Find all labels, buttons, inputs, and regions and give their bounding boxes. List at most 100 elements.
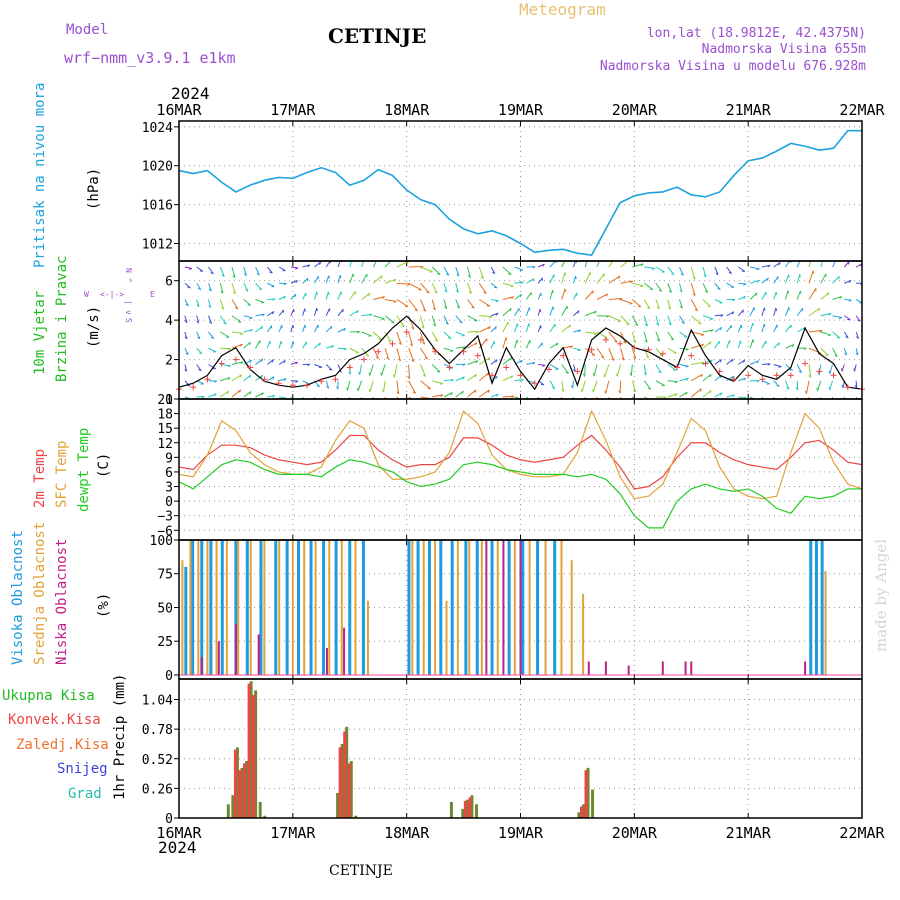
y-tick-label: −3: [157, 510, 173, 525]
wind-arrow: [420, 380, 431, 390]
precip-legend-snow: Snijeg: [57, 761, 108, 777]
precip-convective-bar: [463, 800, 467, 818]
x-tick-label-bottom: 20MAR: [612, 824, 658, 842]
wind-arrow: [525, 339, 531, 349]
wind-arrow-head: [848, 279, 852, 283]
wind-arrow-head: [304, 324, 306, 328]
x-tick-label-top: 16MAR: [156, 101, 202, 119]
wind-arrow-head: [775, 291, 778, 295]
cloud-mid-bar: [434, 540, 437, 675]
wind-arrow: [620, 299, 633, 305]
wind-arrow-head: [450, 350, 454, 352]
wind-arrow: [796, 261, 801, 268]
x-tick-label-bottom: 16MAR: [156, 824, 202, 842]
wind-arrow-head: [594, 310, 597, 314]
wind-arrow: [325, 275, 330, 284]
wind-arrow-head: [249, 359, 253, 363]
wind-arrow-head: [561, 389, 565, 393]
wind-arrow-head: [657, 338, 661, 342]
wind-arrow-head: [698, 322, 702, 325]
cloud-low-bar: [325, 647, 328, 675]
wind-arrow: [420, 266, 433, 273]
wind-arrow-head: [249, 317, 253, 320]
wind-arrow-head: [629, 372, 632, 376]
cloud-low-bar: [257, 634, 260, 675]
wind-arrow-head: [295, 280, 298, 284]
cloud-mid-bar: [249, 540, 252, 675]
wind-arrow-head: [516, 323, 519, 327]
wind-arrow-head: [668, 290, 672, 293]
compass-w: W: [84, 290, 89, 299]
precip-total-bar: [577, 812, 581, 818]
wind-arrow: [632, 396, 635, 399]
wind-arrow: [726, 324, 732, 333]
wind-arrow: [584, 364, 586, 377]
wind-arrow: [702, 266, 707, 278]
x-tick-label-bottom: 17MAR: [270, 824, 316, 842]
wind-arrow-head: [382, 296, 385, 300]
wind-arrow-head: [828, 370, 831, 374]
wind-arrow-head: [818, 307, 821, 312]
cloud-high-bar: [521, 540, 525, 675]
wind-arrow: [337, 275, 341, 284]
wind-arrow: [749, 292, 758, 300]
wind-arrow-head: [520, 378, 524, 382]
model-elevation-text: Nadmorska Visina u modelu 676.928m: [600, 59, 866, 74]
wind-arrow: [714, 359, 722, 365]
wind-arrow: [208, 331, 215, 339]
wind-arrow: [467, 389, 477, 398]
wind-arrow: [702, 390, 712, 398]
wind-arrow: [655, 299, 660, 310]
wind-arrow-head: [335, 402, 336, 405]
wind-arrow: [337, 364, 342, 373]
wind-arrow-head: [528, 323, 530, 327]
wind-arrow: [773, 324, 778, 333]
cloud-high-bar: [361, 540, 365, 675]
wind-arrow: [467, 283, 473, 294]
wind-arrow-head: [743, 296, 746, 300]
cloud-mid-bar: [206, 540, 209, 675]
wind-arrow: [231, 299, 239, 310]
wind-arrow: [667, 266, 675, 276]
wind-arrow: [679, 315, 685, 324]
wind-arrow-head: [455, 289, 459, 293]
wind-arrow: [667, 380, 678, 383]
wind-arrow: [784, 380, 790, 390]
wind-arrow: [631, 380, 636, 392]
wind-arrow-head: [743, 377, 747, 381]
wind-arrow: [585, 310, 597, 317]
wind-arrow-head: [292, 324, 294, 329]
wind-arrow-head: [386, 356, 389, 360]
wind-arrow: [584, 347, 596, 356]
x-tick-label-top: 19MAR: [498, 101, 544, 119]
wind-arrow-head: [633, 356, 637, 360]
cloud-high-bar: [209, 540, 213, 675]
pressure-unit: (hPa): [86, 168, 102, 210]
wind-arrow: [538, 364, 546, 366]
wind-arrow-head: [681, 321, 685, 324]
precip-total-bar: [235, 747, 239, 818]
wind-arrow-head: [411, 326, 415, 330]
cloud-high-bar: [407, 540, 411, 675]
wind-arrow-head: [196, 304, 200, 308]
wind-arrow: [843, 348, 848, 356]
wind-arrow: [443, 266, 450, 276]
wind-arrow: [691, 343, 704, 349]
wind-arrow: [420, 282, 430, 294]
cloud-high-bar: [507, 540, 511, 675]
wind-arrow: [537, 325, 542, 333]
wind-arrow-head: [658, 289, 662, 292]
compass-s: S: [124, 318, 133, 323]
wind-arrow-head: [343, 328, 346, 332]
wind-arrow: [502, 395, 515, 398]
wind-arrow: [620, 280, 633, 284]
wind-arrow-head: [630, 280, 634, 284]
precip-total-bar: [354, 815, 358, 818]
wind-arrow: [573, 364, 576, 372]
wind-arrow: [302, 396, 305, 399]
wind-arrow: [714, 340, 720, 349]
wind-arrow: [443, 392, 453, 398]
wind-arrow: [738, 295, 746, 300]
wind-arrow-head: [786, 386, 790, 390]
wind-arrow-head: [542, 364, 546, 367]
